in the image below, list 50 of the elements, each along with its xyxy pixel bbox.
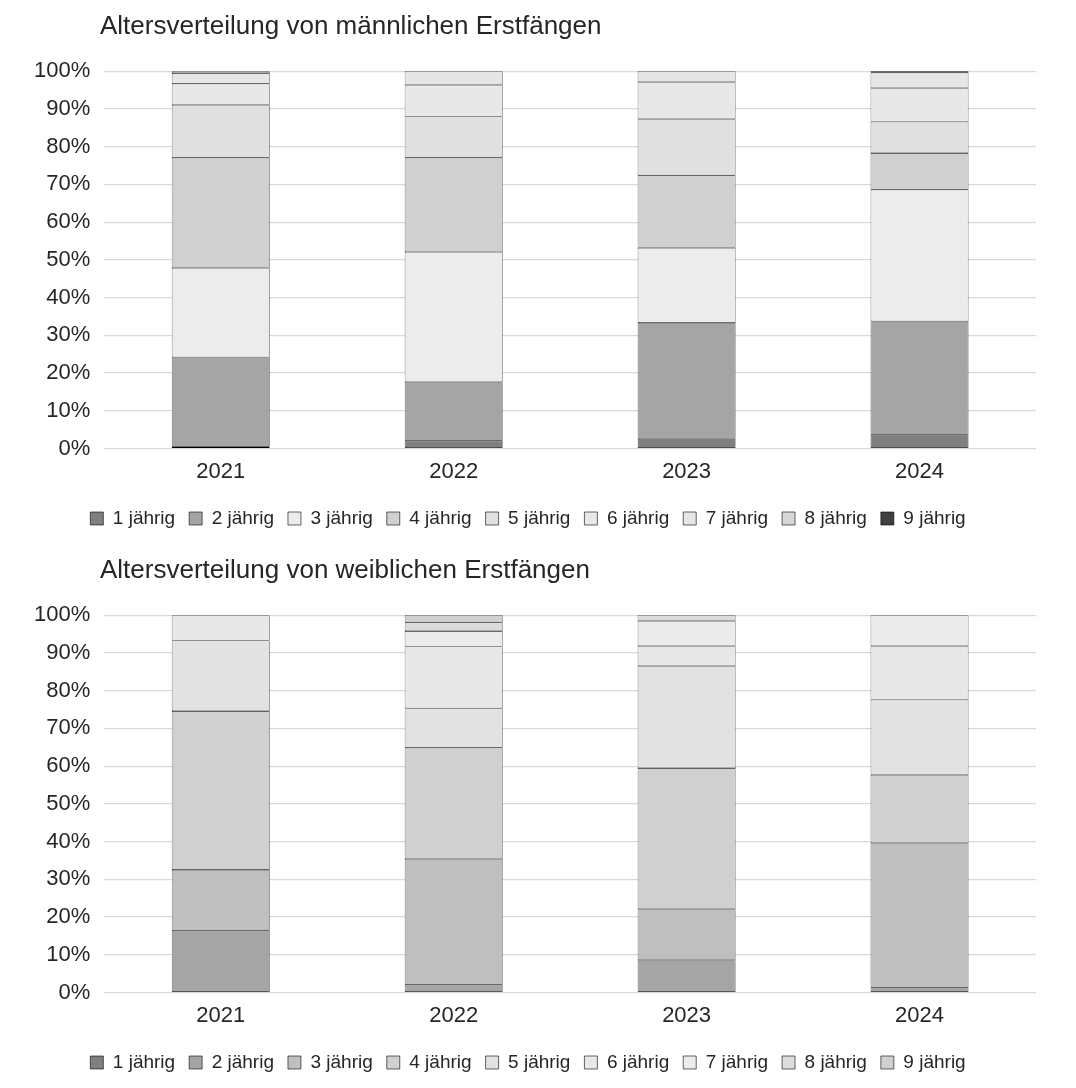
- legend-label: 4 jährig: [409, 1050, 472, 1072]
- x-tick-label: 2023: [662, 1001, 712, 1027]
- legend-label: 7 jährig: [705, 506, 769, 528]
- y-tick-label: 100%: [33, 57, 91, 83]
- y-tick-label: 50%: [46, 245, 91, 271]
- y-tick-label: 30%: [46, 865, 91, 891]
- x-tick-label: 2022: [429, 1001, 479, 1027]
- legend-label: 9 jährig: [903, 1050, 966, 1072]
- y-tick-label: 50%: [46, 789, 91, 815]
- x-tick-label: 2023: [662, 457, 712, 483]
- chart-title: Altersverteilung von weiblichen Erstfängen: [100, 554, 590, 585]
- legend-label: 3 jährig: [310, 1050, 373, 1072]
- legend-label: 1 jährig: [112, 1050, 176, 1072]
- y-tick-label: 10%: [46, 396, 91, 422]
- y-tick-label: 70%: [46, 714, 91, 740]
- y-tick-label: 20%: [46, 903, 91, 929]
- x-tick-label: 2024: [895, 457, 945, 483]
- y-tick-label: 90%: [46, 95, 91, 120]
- legend-label: 7 jährig: [705, 1050, 769, 1072]
- y-tick-label: 10%: [46, 940, 91, 966]
- legend-label: 4 jährig: [409, 506, 472, 528]
- legend-label: 3 jährig: [310, 506, 373, 528]
- y-tick-label: 40%: [46, 283, 91, 309]
- y-tick-label: 80%: [46, 676, 91, 702]
- x-tick-label: 2024: [895, 1001, 945, 1027]
- y-tick-label: 40%: [46, 827, 91, 853]
- y-tick-label: 20%: [46, 359, 91, 385]
- y-tick-label: 0%: [58, 978, 91, 1004]
- y-tick-label: 70%: [46, 170, 91, 196]
- legend-label: 6 jährig: [606, 1050, 670, 1072]
- legend-label: 5 jährig: [508, 1050, 571, 1072]
- legend-label: 5 jährig: [508, 506, 571, 528]
- y-tick-label: 80%: [46, 132, 91, 158]
- chart-title: Altersverteilung von männlichen Erstfängen: [100, 10, 602, 41]
- legend-label: 8 jährig: [804, 1050, 867, 1072]
- legend-label: 6 jährig: [606, 506, 670, 528]
- legend-label: 8 jährig: [804, 506, 867, 528]
- y-tick-label: 60%: [46, 208, 91, 234]
- x-tick-label: 2021: [196, 1001, 246, 1027]
- y-tick-label: 90%: [46, 639, 91, 664]
- y-tick-label: 100%: [33, 601, 91, 627]
- legend-label: 1 jährig: [112, 506, 176, 528]
- y-tick-label: 30%: [46, 321, 91, 347]
- legend-label: 9 jährig: [903, 506, 966, 528]
- x-tick-label: 2021: [196, 457, 246, 483]
- legend-label: 2 jährig: [211, 506, 274, 528]
- x-tick-label: 2022: [429, 457, 479, 483]
- y-tick-label: 60%: [46, 752, 91, 778]
- y-tick-label: 0%: [58, 434, 91, 460]
- legend-label: 2 jährig: [211, 1050, 274, 1072]
